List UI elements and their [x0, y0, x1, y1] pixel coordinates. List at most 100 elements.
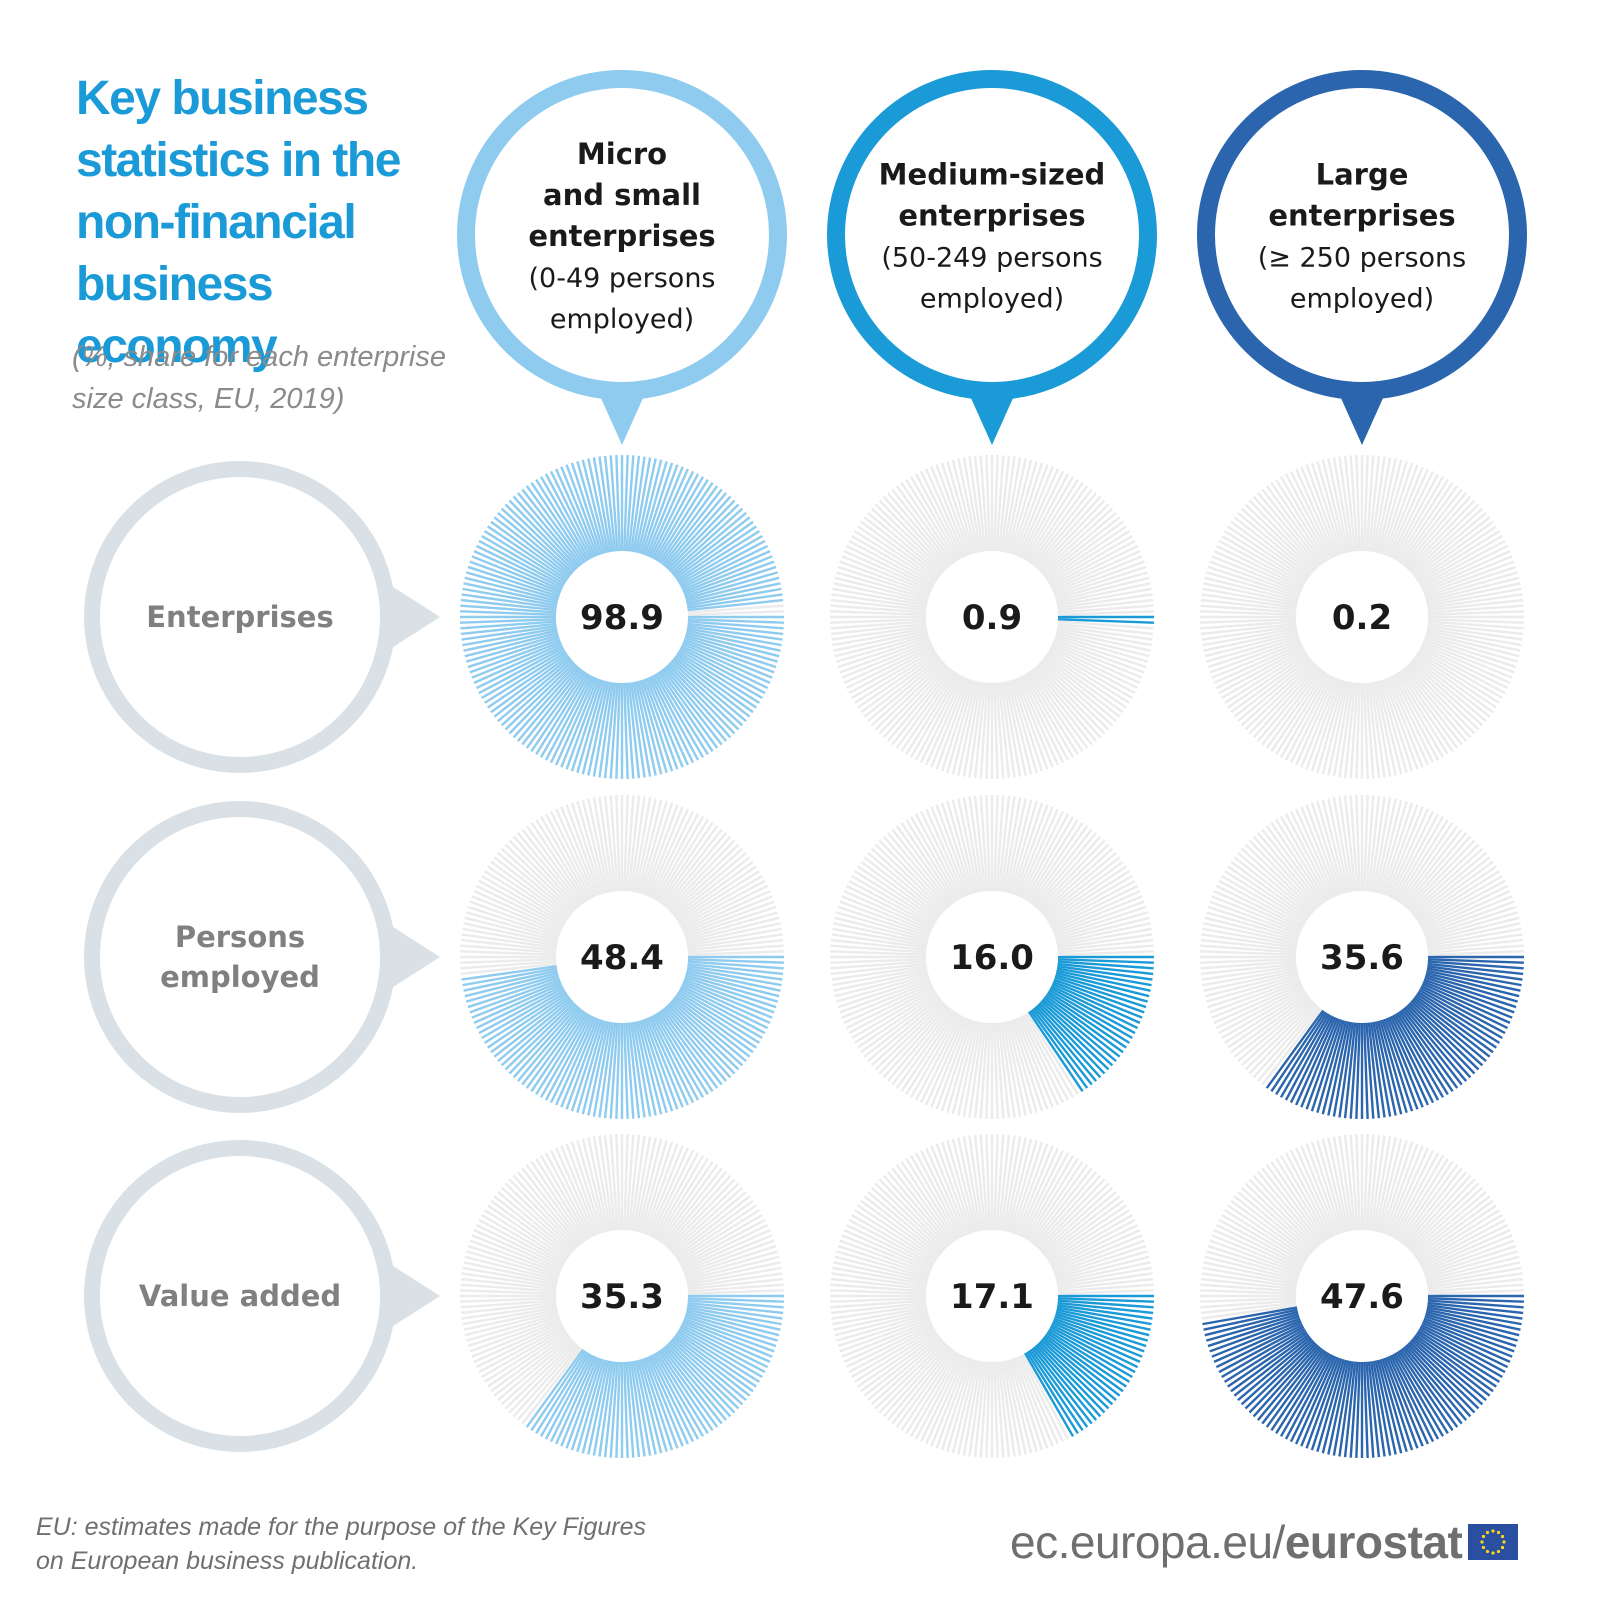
- gauge-tick-filled: [1051, 1321, 1141, 1363]
- gauge-tick-track: [835, 1250, 929, 1279]
- gauge-tick-filled: [666, 499, 736, 571]
- data-value-label: 98.9: [580, 598, 664, 638]
- gauge-tick-track: [598, 1135, 614, 1231]
- gauge-tick-track: [493, 856, 571, 918]
- title-line: non-financial: [76, 196, 357, 249]
- gauge-tick-track: [946, 800, 975, 894]
- source-credit: ec.europa.eu/ eurostat: [1010, 1512, 1519, 1572]
- gauge-tick-track: [979, 1134, 989, 1231]
- gauge-tick-filled: [500, 660, 574, 727]
- gauge-tick-track: [895, 1009, 955, 1089]
- gauge-tick-track: [1426, 927, 1522, 947]
- gauge-tick-track: [831, 593, 927, 609]
- gauge-tick-track: [1427, 622, 1524, 636]
- gauge-tick-track: [830, 1301, 927, 1315]
- gauge-tick-track: [1213, 890, 1303, 932]
- gauge-tick-track: [649, 1149, 695, 1238]
- gauge-tick-filled: [1426, 967, 1522, 987]
- gauge-tick-track: [878, 1003, 948, 1075]
- gauge-tick-track: [1023, 1013, 1075, 1098]
- gauge-tick-filled: [1211, 1319, 1302, 1358]
- gauge-tick-track: [919, 675, 965, 764]
- gauge-tick-track: [1248, 663, 1318, 735]
- gauge-tick-filled: [687, 1297, 784, 1303]
- gauge-tick-track: [1000, 682, 1016, 778]
- gauge-tick-track: [1422, 895, 1513, 934]
- gauge-tick-track: [833, 629, 928, 652]
- gauge-tick-track: [687, 1277, 784, 1291]
- gauge-tick-track: [1237, 851, 1313, 916]
- gauge-tick-track: [1200, 1283, 1297, 1293]
- gauge-tick-filled: [1419, 986, 1506, 1035]
- gauge-tick-track: [1424, 1244, 1517, 1277]
- gauge-tick-track: [1046, 865, 1127, 922]
- gauge-tick-filled: [636, 1020, 663, 1115]
- gauge-tick-filled: [1355, 1022, 1361, 1119]
- gauge-tick-track: [925, 1147, 967, 1237]
- gauge-tick-filled: [625, 1361, 635, 1458]
- gauge-tick-track: [1000, 1022, 1016, 1118]
- gauge-tick-track: [1200, 610, 1297, 616]
- header-pointer: [966, 387, 1018, 445]
- gauge-tick-filled: [1256, 1345, 1321, 1421]
- gauge-tick-filled: [544, 1014, 593, 1101]
- gauge-tick-track: [1383, 804, 1419, 896]
- gauge-tick-track: [462, 927, 558, 947]
- gauge-tick-track: [979, 795, 989, 892]
- gauge-tick-track: [1385, 1145, 1424, 1236]
- gauge-tick-track: [525, 1164, 585, 1244]
- title-line: business economy: [76, 258, 278, 373]
- gauge-tick-track: [940, 462, 973, 555]
- gauge-tick-track: [1332, 797, 1352, 893]
- gauge-tick-filled: [1244, 1340, 1316, 1410]
- gauge-tick-filled: [627, 682, 641, 779]
- gauge-tick-filled: [592, 457, 612, 553]
- gauge-tick-filled: [1052, 1319, 1143, 1358]
- footnote-line: on European business publication.: [36, 1547, 419, 1575]
- gauge-tick-track: [891, 488, 953, 566]
- gauge-tick-track: [1215, 644, 1304, 690]
- gauge-tick-filled: [1401, 1008, 1463, 1086]
- gauge-tick-filled: [687, 1304, 783, 1320]
- gauge-tick-track: [1205, 974, 1299, 1003]
- gauge-tick-filled: [1043, 1335, 1121, 1397]
- gauge-tick-filled: [1223, 1329, 1307, 1383]
- gauge-tick-track: [962, 681, 982, 777]
- gauge-tick-track: [891, 828, 953, 906]
- row-label-circle: [84, 1140, 396, 1452]
- gauge-tick-filled: [647, 1355, 689, 1445]
- gauge-tick-filled: [685, 631, 780, 658]
- gauge-tick-track: [919, 470, 965, 559]
- gauge-tick-track: [1423, 900, 1515, 936]
- gauge-tick-track: [1201, 965, 1297, 981]
- gauge-tick-track: [1363, 795, 1369, 892]
- gauge-tick-track: [1200, 938, 1297, 952]
- gauge-tick-track: [685, 916, 780, 943]
- gauge-tick-filled: [651, 1014, 700, 1101]
- gauge-tick-track: [882, 495, 949, 569]
- gauge-tick-filled: [1038, 1340, 1110, 1410]
- gauge-tick-filled: [627, 455, 641, 552]
- gauge-tick-filled: [687, 960, 784, 970]
- gauge-tick-track: [1367, 682, 1381, 779]
- gauge-tick-track: [1040, 660, 1114, 727]
- gauge-tick-track: [673, 1195, 751, 1257]
- gauge-tick-filled: [516, 666, 581, 742]
- gauge-tick-filled: [687, 598, 784, 612]
- gauge-tick-track: [834, 1310, 929, 1337]
- gauge-tick-filled: [1367, 1361, 1381, 1458]
- gauge-tick-track: [592, 1136, 612, 1232]
- gauge-tick-filled: [1041, 1337, 1117, 1402]
- gauge-tick-track: [1370, 456, 1386, 552]
- gauge-tick-track: [851, 988, 936, 1040]
- title-line: statistics in the: [76, 134, 401, 187]
- gauge-tick-track: [630, 796, 646, 892]
- gauge-tick-track: [1426, 627, 1522, 647]
- gauge-tick-track: [1374, 1137, 1397, 1232]
- gauge-tick-filled: [687, 1299, 784, 1309]
- gauge-tick-track: [909, 1155, 961, 1240]
- gauge-tick-track: [1374, 681, 1397, 776]
- gauge-tick-track: [845, 884, 934, 930]
- gauge-tick-track: [1207, 905, 1300, 938]
- gauge-tick-filled: [570, 462, 603, 555]
